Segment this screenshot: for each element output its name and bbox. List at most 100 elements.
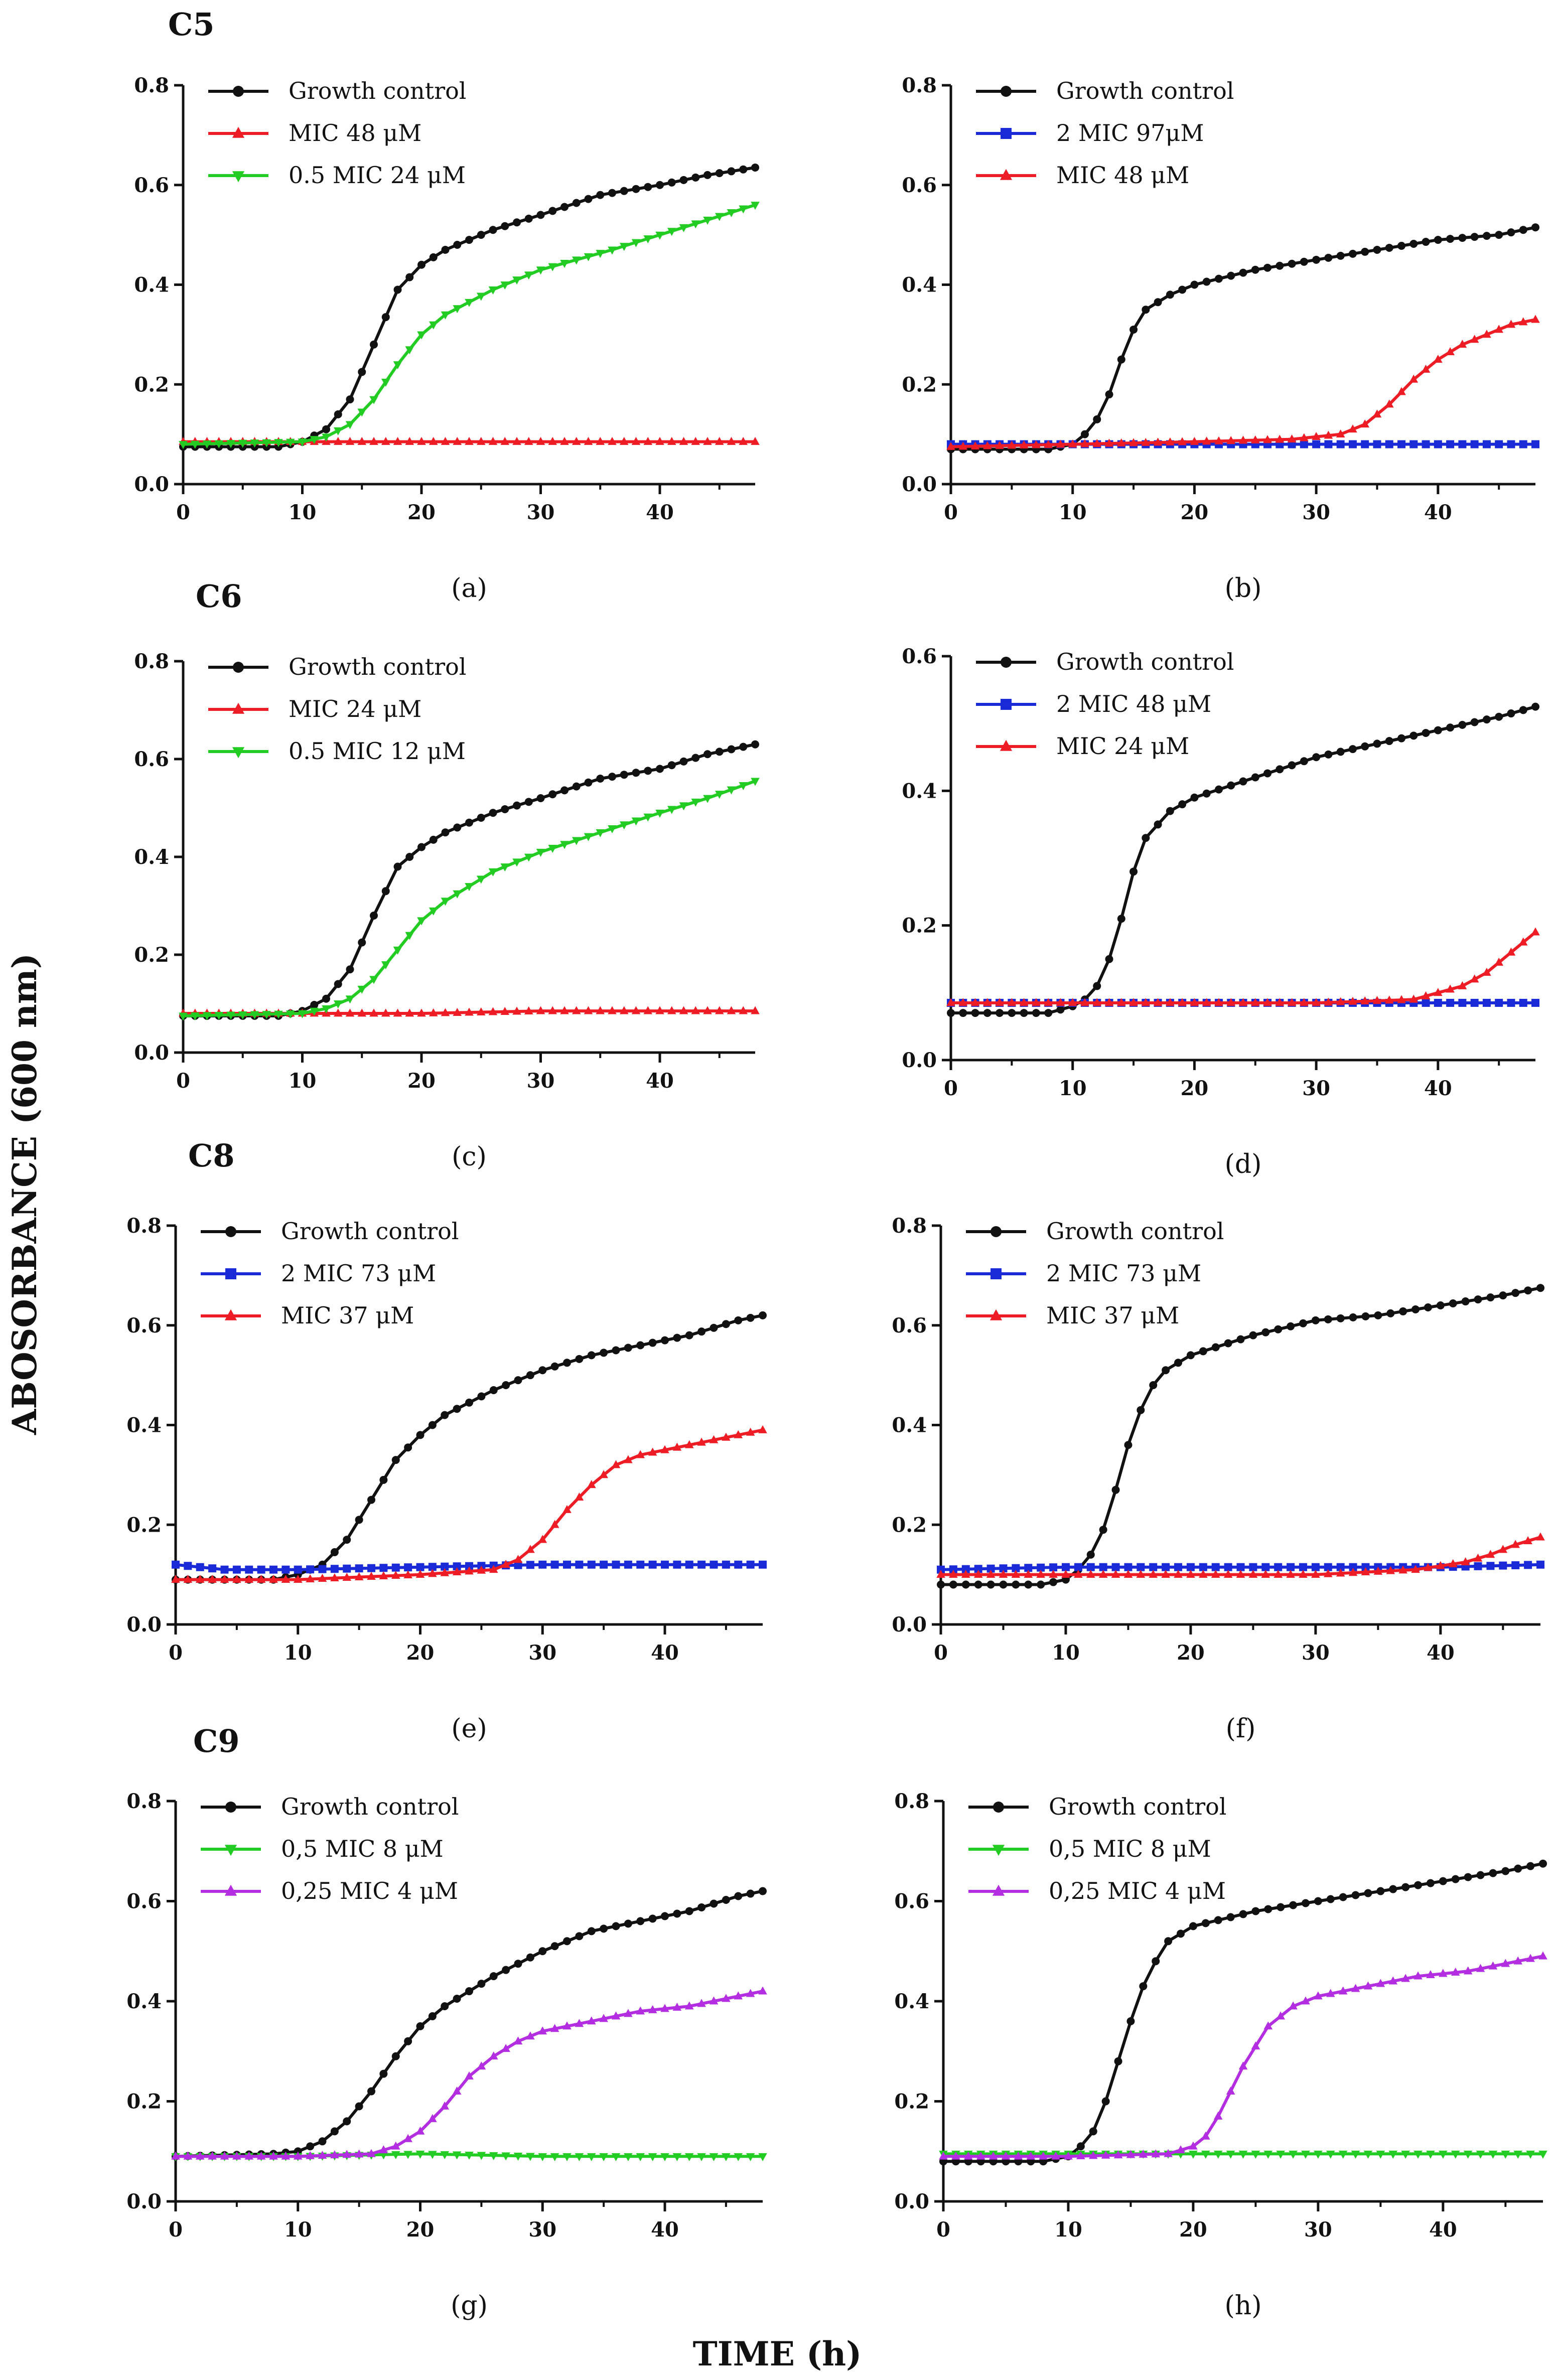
data-point-green — [1388, 2150, 1398, 2159]
data-point-blue — [1299, 1563, 1307, 1571]
data-point-red — [1300, 433, 1309, 441]
data-point-red — [1049, 1570, 1058, 1578]
data-point-green — [526, 2153, 535, 2161]
data-point-green — [1451, 2150, 1460, 2159]
data-point-red — [465, 1566, 474, 1575]
data-point-red — [1056, 998, 1065, 1006]
data-point-purple — [1014, 2151, 1023, 2160]
data-point-green — [572, 256, 581, 265]
data-point-black — [679, 176, 688, 184]
data-point-black — [722, 1320, 730, 1328]
legend-marker-black — [993, 1802, 1004, 1813]
data-point-black — [656, 181, 664, 189]
data-point-red — [1518, 317, 1528, 326]
data-point-green — [417, 331, 426, 340]
data-point-purple — [391, 2141, 400, 2150]
y-tick-label: 0.2 — [134, 943, 169, 967]
data-point-black — [1164, 1937, 1173, 1946]
data-point-green — [703, 795, 712, 803]
y-tick-label: 0.0 — [134, 1041, 169, 1065]
data-point-red — [679, 436, 688, 445]
data-point-blue — [1111, 1563, 1120, 1571]
panel-label-h: (h) — [1224, 2291, 1261, 2321]
data-point-red — [1494, 957, 1503, 966]
data-point-green — [739, 205, 748, 214]
data-point-black — [538, 1366, 547, 1375]
data-point-red — [1473, 1553, 1483, 1562]
data-point-purple — [269, 2151, 278, 2160]
data-point-red — [983, 998, 992, 1006]
data-point-black — [1239, 1910, 1247, 1918]
data-point-black — [710, 1323, 718, 1332]
data-point-green — [611, 2153, 621, 2161]
data-point-green — [1526, 2150, 1535, 2159]
legend-label: Growth control — [1049, 1793, 1227, 1820]
data-point-red — [1372, 996, 1382, 1004]
data-point-green — [501, 2152, 510, 2161]
data-point-red — [333, 436, 343, 445]
data-point-blue — [514, 1561, 522, 1569]
data-point-black — [379, 1475, 388, 1484]
legend-marker-green — [232, 747, 245, 759]
data-point-red — [973, 1570, 983, 1578]
data-point-green — [465, 299, 474, 307]
legend-marker-blue — [1001, 128, 1012, 139]
data-point-green — [691, 798, 700, 807]
data-point-black — [1531, 223, 1539, 232]
data-point-blue — [1385, 440, 1393, 449]
legend-label: 2 MIC 73 μM — [281, 1260, 436, 1287]
data-point-red — [958, 441, 968, 450]
data-point-red — [1141, 998, 1151, 1006]
data-point-purple — [1376, 1979, 1385, 1987]
chart-panel-b: 0.0 0.2 0.4 0.6 0.8 0 10 20 30 40 Growth control 2 … — [902, 74, 1540, 604]
x-tick-label: 0 — [169, 1641, 183, 1665]
data-point-black — [1166, 290, 1174, 299]
data-point-red — [751, 436, 760, 445]
data-point-purple — [1526, 1954, 1535, 1962]
data-point-black — [983, 1009, 992, 1017]
data-point-red — [983, 441, 992, 450]
data-point-black — [343, 1536, 351, 1544]
data-point-green — [262, 1011, 271, 1019]
data-point-red — [734, 1430, 743, 1438]
legend-label: Growth control — [289, 653, 467, 680]
data-point-black — [367, 2087, 375, 2096]
data-point-black — [1389, 1885, 1397, 1893]
data-point-blue — [526, 1561, 534, 1569]
data-point-red — [1436, 1561, 1445, 1569]
data-point-green — [1276, 2150, 1285, 2159]
data-point-black — [575, 1932, 584, 1941]
data-point-green — [709, 2153, 719, 2161]
data-point-blue — [1470, 998, 1479, 1007]
series-line-black — [951, 226, 1536, 451]
data-point-black — [477, 231, 485, 239]
data-point-red — [619, 436, 629, 445]
data-point-black — [1251, 773, 1259, 782]
data-point-blue — [1495, 998, 1503, 1007]
legend-marker-black — [233, 662, 244, 673]
data-point-black — [318, 2137, 327, 2146]
data-point-blue — [1458, 998, 1467, 1007]
data-point-blue — [538, 1560, 547, 1569]
data-point-green — [727, 786, 736, 795]
data-point-red — [655, 436, 664, 445]
y-tick-label: 0.8 — [902, 74, 937, 97]
data-point-purple — [648, 2005, 657, 2013]
data-point-red — [1384, 399, 1394, 408]
data-point-black — [441, 245, 450, 254]
legend-marker-blue — [991, 1268, 1002, 1279]
data-point-black — [370, 912, 378, 920]
data-point-red — [476, 436, 486, 445]
x-tick-label: 30 — [1302, 1077, 1330, 1100]
data-point-purple — [367, 2149, 376, 2157]
data-point-blue — [1086, 1563, 1095, 1571]
data-point-black — [1409, 240, 1418, 248]
legend-label: MIC 48 μM — [1056, 162, 1189, 189]
data-point-red — [1061, 1570, 1070, 1578]
data-point-blue — [294, 1565, 302, 1574]
compound-label-c5: C5 — [168, 6, 215, 43]
data-point-green — [562, 2153, 572, 2161]
data-point-black — [947, 1009, 955, 1017]
data-point-black — [355, 1516, 363, 1524]
data-point-red — [1348, 996, 1357, 1005]
